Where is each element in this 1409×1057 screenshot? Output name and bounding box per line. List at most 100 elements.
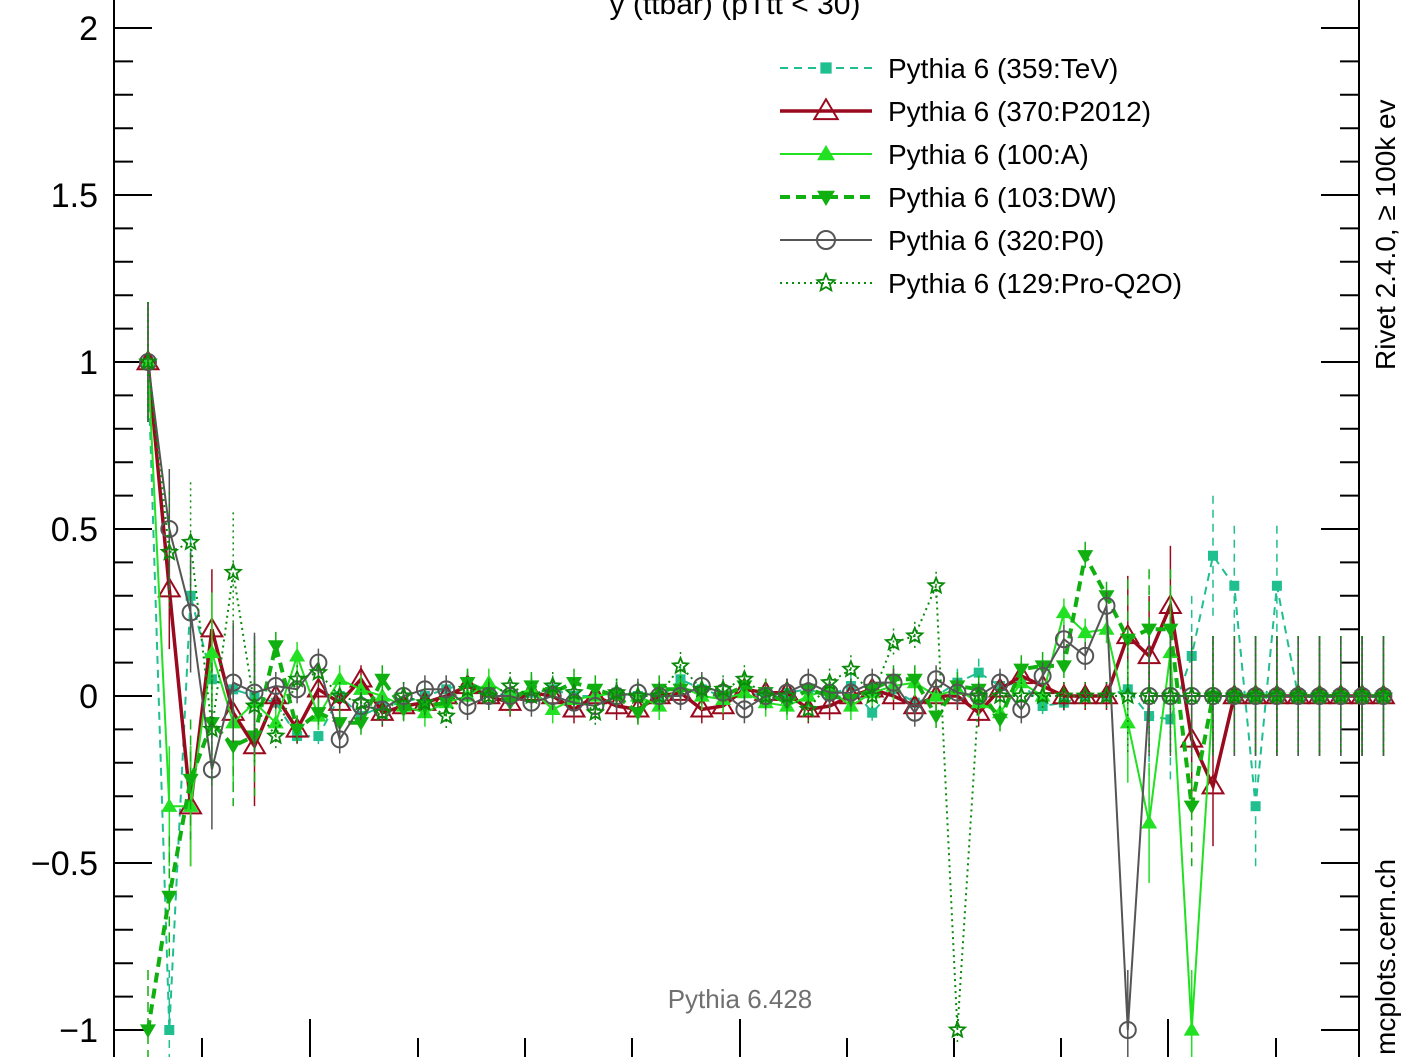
data-point [1267,685,1287,705]
legend-label: Pythia 6 (320:P0) [888,225,1104,256]
legend-entry: Pythia 6 (370:P2012) [780,96,1151,127]
data-point [812,97,840,121]
data-point [437,680,456,699]
data-point [1373,685,1394,705]
data-point [883,632,904,651]
data-point [161,798,178,812]
data-point [841,683,860,702]
data-point [182,773,199,788]
data-point [670,655,691,675]
data-point [1096,685,1117,705]
data-point [1141,623,1158,638]
data-point [415,680,434,699]
data-point [160,520,179,538]
data-point [1055,604,1072,619]
data-point [1250,801,1261,812]
data-point [309,653,328,672]
data-point [374,673,391,688]
data-point [521,685,542,705]
data-point [1055,660,1072,674]
data-point [1118,1021,1137,1039]
data-point [140,1024,156,1038]
data-point [1097,596,1116,615]
legend-label: Pythia 6 (129:Pro-Q2O) [888,268,1182,299]
legend: Pythia 6 (359:TeV) Pythia 6 (370:P2012) Py… [780,53,1182,299]
generator-label: Pythia 6.428 [668,984,813,1014]
data-point [820,62,832,74]
legend-entry: Pythia 6 (129:Pro-Q2O) [780,268,1182,299]
data-point [308,662,329,682]
data-point [310,707,327,721]
y-tick-label: 1 [79,344,98,382]
data-point [1309,685,1330,705]
data-point [1330,685,1351,705]
data-point [374,688,391,702]
data-point [671,687,690,705]
data-point [225,740,242,755]
x-ticks [201,1019,1277,1057]
data-point [817,145,835,161]
data-point [265,725,286,745]
series-line [146,549,1384,1031]
data-point [1011,685,1032,705]
data-point [815,271,837,293]
data-point [1160,685,1181,705]
data-point [161,890,178,905]
data-point [926,575,946,595]
y-tick-label: 0.5 [51,511,98,549]
data-point [777,685,797,705]
data-point [1139,685,1159,705]
data-point [1013,674,1030,689]
data-point [881,683,906,705]
chart-title: y (ttbar) (pTtt < 30) [610,0,861,21]
data-point [1054,685,1074,705]
data-point [928,710,945,725]
data-point [1271,580,1282,591]
series-pythia-6-103-dw- [140,541,1392,1057]
y-tick-label: −1 [59,1012,98,1050]
data-point [543,687,562,705]
legend-label: Pythia 6 (100:A) [888,139,1089,170]
data-point [735,700,754,719]
y-tick-label: 2 [79,10,98,48]
data-point [331,671,348,685]
data-point [1077,624,1094,639]
data-point [223,562,244,581]
legend-entry: Pythia 6 (320:P0) [780,225,1104,256]
data-point [928,688,945,702]
legend-label: Pythia 6 (359:TeV) [888,53,1118,84]
data-point [1208,550,1218,561]
data-point [436,705,457,725]
data-point [947,1019,968,1039]
data-point [991,673,1009,692]
data-point [500,675,520,695]
data-point [353,717,369,731]
data-point [564,682,584,701]
data-point [331,717,348,731]
data-point [1141,814,1158,829]
data-point [691,678,712,698]
data-point [393,685,414,705]
data-point [1032,685,1053,705]
data-point [867,707,878,718]
data-point [1075,685,1096,705]
data-point [159,542,180,561]
data-point [1181,685,1202,705]
data-point [1352,685,1372,705]
data-point [948,683,967,702]
side-label-top: Rivet 2.4.0, ≥ 100k ev [1370,99,1401,370]
data-point [353,681,369,695]
data-point [1224,685,1245,705]
data-point [1117,685,1138,705]
data-point [841,658,861,678]
data-point [816,230,836,250]
data-point [1183,800,1200,815]
data-point [973,667,984,678]
legend-label: Pythia 6 (103:DW) [888,182,1117,213]
data-point [1288,685,1309,705]
data-point [180,532,201,551]
data-point [689,696,714,718]
plot-area: 2 1.5 1 0.5 0 −0.5 −1 [31,0,1396,1057]
data-point [306,676,331,698]
